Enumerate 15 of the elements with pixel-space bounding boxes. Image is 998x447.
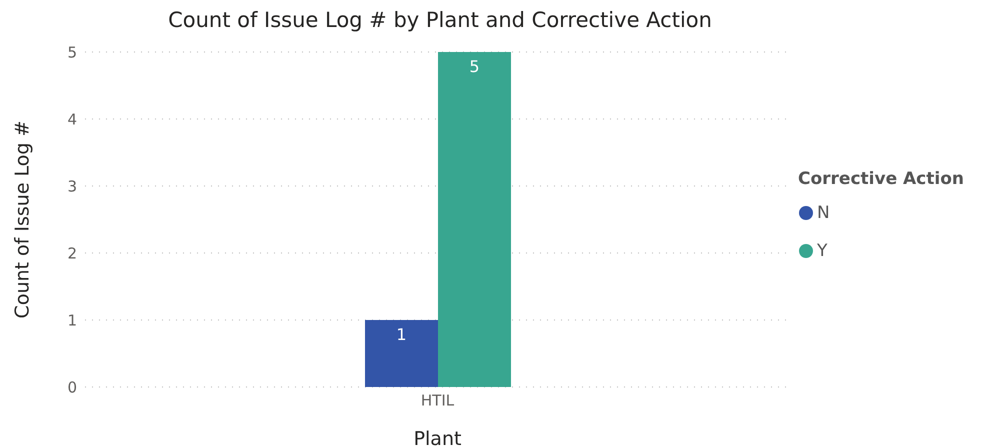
legend-label: Y <box>816 240 828 260</box>
y-axis-title: Count of Issue Log # <box>12 120 34 318</box>
y-tick-label: 0 <box>67 378 77 396</box>
y-tick-label: 1 <box>67 311 77 330</box>
y-tick-label: 2 <box>67 244 77 262</box>
x-axis-title: Plant <box>414 428 462 447</box>
legend-label: N <box>816 202 831 222</box>
data-label: 1 <box>396 325 407 344</box>
legend-title: Corrective Action <box>798 168 965 188</box>
y-tick-label: 3 <box>67 177 77 196</box>
x-tick-label: HTIL <box>420 392 455 410</box>
data-label: 5 <box>469 57 480 76</box>
y-tick-label: 5 <box>67 43 77 62</box>
y-tick-label: 4 <box>67 110 77 128</box>
chart-title: Count of Issue Log # by Plant and Corrective Action <box>167 8 713 32</box>
